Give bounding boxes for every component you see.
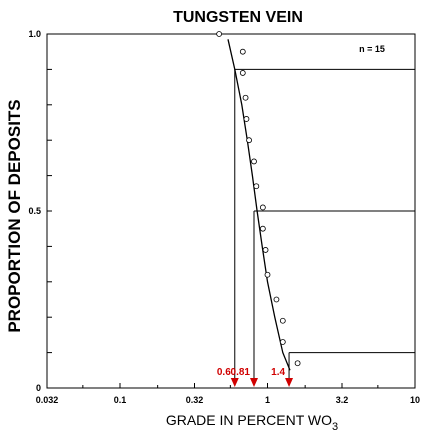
data-point <box>273 296 280 303</box>
data-point <box>279 317 286 324</box>
y-ticks: 0 0.5 1.0 <box>28 29 52 393</box>
x-axis-label-main: GRADE IN PERCENT WO <box>166 412 332 428</box>
y-axis-label: PROPORTION OF DEPOSITS <box>5 99 24 332</box>
data-point <box>253 183 260 190</box>
data-points <box>216 31 301 367</box>
data-point <box>239 70 246 76</box>
percentile-arrow <box>285 378 294 387</box>
x-axis-label-subscript: 3 <box>332 421 338 433</box>
data-point <box>242 94 249 101</box>
x-tick-label: 3.2 <box>336 395 349 405</box>
x-tick-label: 0.1 <box>114 395 127 405</box>
x-tick-label: 1 <box>265 395 270 405</box>
percentile-markers: 0.6 0.81 1.4 <box>217 367 294 387</box>
y-tick-label: 0.5 <box>28 206 41 216</box>
percentile-label: 0.6 <box>217 367 231 378</box>
x-tick-label: 0.32 <box>186 395 204 405</box>
data-point <box>243 116 250 122</box>
data-point <box>262 247 269 253</box>
x-axis-label: GRADE IN PERCENT WO3 <box>166 412 338 433</box>
percentile-label: 1.4 <box>271 367 285 378</box>
x-ticks: 0.032 0.1 0.32 1 3.2 10 <box>36 383 420 405</box>
data-point <box>259 204 266 211</box>
percentile-arrow <box>230 378 239 387</box>
chart-title: TUNGSTEN VEIN <box>173 9 303 26</box>
y-tick-label: 0 <box>36 383 41 393</box>
data-point <box>251 158 257 165</box>
x-tick-label: 10 <box>410 395 420 405</box>
fitted-curve <box>227 39 291 371</box>
percentile-label: 0.81 <box>231 367 251 378</box>
sample-size-note: n = 15 <box>359 44 385 54</box>
y-tick-label: 1.0 <box>28 29 41 39</box>
x-tick-label: 0.032 <box>36 395 59 405</box>
data-point <box>216 31 223 37</box>
data-point <box>294 360 301 367</box>
data-point <box>239 48 246 55</box>
percentile-arrow <box>249 378 258 387</box>
percentile-guide-lines <box>234 68 415 380</box>
data-point <box>246 137 252 144</box>
data-point <box>279 339 286 345</box>
data-point <box>259 225 266 232</box>
data-point <box>264 271 271 278</box>
